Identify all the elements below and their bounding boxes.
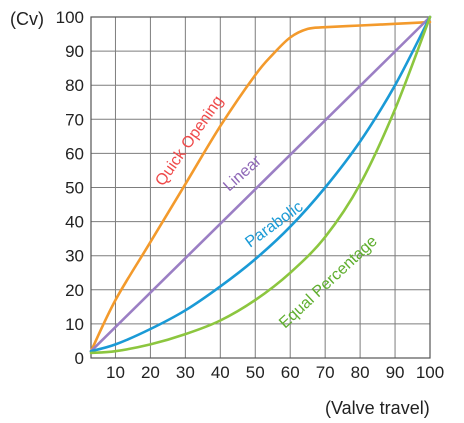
y-tick-label-100: 100 bbox=[56, 8, 84, 27]
series-line-parabolic bbox=[89, 15, 432, 353]
y-tick-label-30: 30 bbox=[65, 247, 84, 266]
y-tick-label-0: 0 bbox=[75, 349, 84, 368]
y-tick-label-20: 20 bbox=[65, 281, 84, 300]
series-line-linear bbox=[89, 15, 432, 353]
x-tick-label-50: 50 bbox=[246, 363, 265, 382]
y-tick-labels: 0 10 20 30 40 50 60 70 80 90 100 bbox=[56, 8, 84, 368]
x-tick-label-40: 40 bbox=[211, 363, 230, 382]
x-tick-label-90: 90 bbox=[386, 363, 405, 382]
series-line-equal-percentage bbox=[89, 15, 432, 355]
x-tick-label-70: 70 bbox=[316, 363, 335, 382]
x-tick-label-30: 30 bbox=[176, 363, 195, 382]
y-tick-label-40: 40 bbox=[65, 213, 84, 232]
x-tick-label-80: 80 bbox=[351, 363, 370, 382]
x-tick-label-20: 20 bbox=[141, 363, 160, 382]
x-tick-label-60: 60 bbox=[281, 363, 300, 382]
series-label-equal-percentage: Equal Percentage bbox=[276, 233, 381, 332]
y-tick-label-80: 80 bbox=[65, 76, 84, 95]
x-tick-label-100: 100 bbox=[416, 363, 444, 382]
series-label-linear: Linear bbox=[220, 152, 265, 195]
series-line-quick-opening bbox=[89, 20, 432, 353]
x-axis-label: (Valve travel) bbox=[325, 398, 430, 418]
y-tick-label-90: 90 bbox=[65, 42, 84, 61]
x-tick-labels: 10 20 30 40 50 60 70 80 90 100 bbox=[106, 363, 444, 382]
y-tick-label-60: 60 bbox=[65, 144, 84, 163]
y-tick-label-10: 10 bbox=[65, 315, 84, 334]
plot-frame bbox=[90, 16, 431, 359]
series-lines bbox=[89, 15, 432, 355]
y-axis-label: (Cv) bbox=[10, 9, 44, 29]
x-tick-label-10: 10 bbox=[106, 363, 125, 382]
y-tick-label-50: 50 bbox=[65, 179, 84, 198]
y-tick-label-70: 70 bbox=[65, 110, 84, 129]
